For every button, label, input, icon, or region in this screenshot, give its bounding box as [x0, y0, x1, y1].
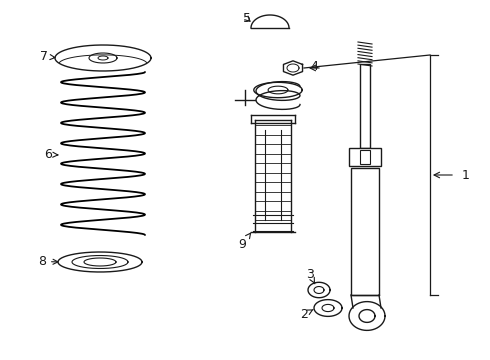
- Text: 8: 8: [38, 255, 58, 268]
- Text: 3: 3: [306, 268, 315, 284]
- Text: 5: 5: [243, 12, 251, 25]
- Text: 4: 4: [310, 59, 318, 72]
- Text: 9: 9: [238, 233, 251, 251]
- Text: 7: 7: [40, 50, 55, 63]
- Text: 6: 6: [44, 148, 58, 161]
- Text: 1: 1: [462, 168, 470, 181]
- Bar: [349, 148, 381, 166]
- Text: 2: 2: [300, 308, 313, 321]
- Bar: [360, 150, 370, 164]
- Bar: [351, 168, 379, 295]
- Bar: [360, 64, 370, 148]
